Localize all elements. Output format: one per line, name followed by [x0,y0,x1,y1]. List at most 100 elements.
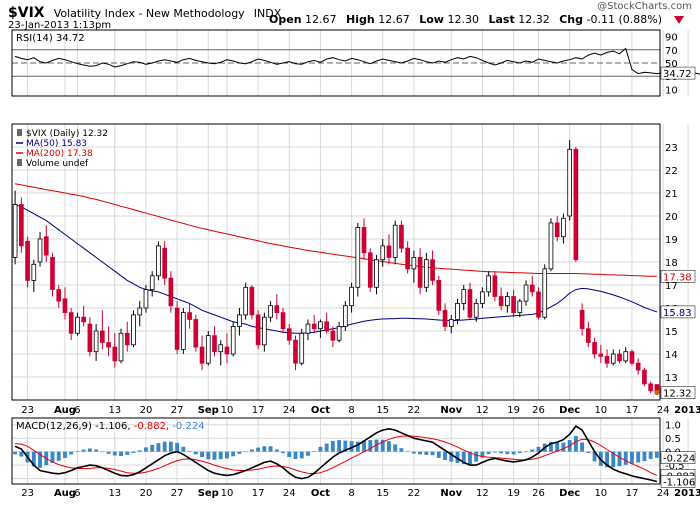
macd-hist-bar-70 [449,451,454,462]
last-value: 12.32 [518,13,550,26]
macd-hist-bar-62 [399,448,404,452]
candle-body-4 [37,238,43,263]
macd-hist-bar-49 [318,446,323,452]
rsi-y-tick-70: 70 [665,46,678,57]
candle-body-64 [411,256,417,270]
candle-body-31 [205,335,211,364]
rsi-last-tag-box [660,66,696,80]
price-legend-3: Volume undef [26,159,89,169]
ma200-line [15,183,657,277]
macd-x-label-19: 10 [594,488,607,499]
open-label: Open [269,13,302,26]
candle-body-13 [93,330,99,353]
candle-body-69 [442,309,448,327]
macd-hist-bar-12 [87,448,92,452]
candle-body-6 [50,256,55,290]
watermark: @StockCharts.com [597,1,692,12]
macd-hist-bar-50 [324,443,329,452]
candle-body-47 [305,323,311,334]
macd-hist-bar-72 [461,451,466,465]
macd-hist-bar-83 [530,449,535,452]
macd-hist-bar-61 [393,444,398,452]
price-x-label-5: 27 [171,405,184,416]
macd-hist-bar-47 [306,451,310,456]
price-x-label-10: Oct [311,405,330,416]
chg-label: Chg [559,13,583,26]
candle-body-32 [212,335,217,353]
exchange: INDX [253,7,282,20]
candle-body-73 [467,289,473,318]
macd-hist-bar-26 [175,442,180,452]
macd-hist-bar-63 [405,451,410,452]
macd-hist-bar-95 [605,451,609,468]
macd-hist-bar-93 [592,451,597,462]
macd-hist-bar-66 [424,451,429,455]
candle-body-88 [561,217,566,238]
macd-hist-bar-86 [549,441,553,452]
candle-body-101 [642,369,647,385]
candle-body-10 [75,316,80,334]
candle-body-16 [112,346,118,362]
candle-body-77 [492,275,498,297]
macd-x-label-13: 22 [408,488,421,499]
macd-hist-bar-101 [642,451,647,462]
candle-body-42 [274,305,280,314]
macd-hist-bar-73 [468,451,472,465]
candle-body-90 [573,148,579,261]
candle-body-23 [156,245,161,277]
macd-x-label-0: 23 [21,488,34,499]
macd-x-label-7: 10 [221,488,234,499]
candle-body-15 [106,342,111,348]
macd-hist-bar-34 [225,451,229,459]
macd-hist-bar-44 [287,451,292,458]
macd-x-label-1: Aug [54,488,76,499]
macd-last-tag-2-label: -1.106 [663,477,695,488]
macd-legend-part-2: -0.882, [134,421,173,432]
macd-hist-bar-39 [256,447,261,452]
candle-body-98 [623,351,629,362]
candle-body-0 [12,204,18,258]
price-x-label-8: 17 [252,405,265,416]
candle-body-55 [355,227,361,288]
candle-body-33 [218,344,224,353]
macd-hist-bar-40 [262,446,267,452]
macd-hist-bar-65 [418,451,423,455]
rsi-y-tick-10: 10 [665,85,678,96]
candle-body-60 [386,245,392,258]
price-y-tick-14: 14 [665,350,678,361]
macd-hist-bar-45 [293,451,298,459]
macd-hist-bar-43 [281,451,285,454]
candle-body-51 [330,330,336,341]
candle-body-86 [548,222,554,270]
macd-hist-bar-42 [274,449,279,452]
macd-hist-bar-57 [368,440,373,452]
rsi-legend: RSI(14) 34.72 [16,33,85,44]
macd-hist-bar-58 [374,439,379,452]
macd-hist-bar-100 [636,451,641,463]
macd-x-label-14: Nov [440,488,462,499]
candle-body-85 [542,268,548,318]
candle-body-50 [324,321,329,332]
price-legend-0: $VIX (Daily) 12.32 [26,129,108,139]
candle-body-29 [193,319,199,348]
price-legend-2: MA(200) 17.38 [26,149,93,159]
macd-x-label-3: 13 [108,488,121,499]
macd-hist-bar-10 [75,451,80,452]
macd-hist-bar-91 [580,442,585,452]
low-label: Low [419,13,444,26]
macd-hist-bar-31 [206,451,211,460]
macd-hist-bar-87 [555,442,560,452]
macd-hist-bar-11 [81,449,86,452]
macd-hist-bar-27 [181,446,186,452]
price-x-label-19: 10 [594,405,607,416]
price-x-label-6: Sep [198,405,219,416]
macd-hist-bar-68 [436,451,441,458]
macd-hist-bar-38 [249,449,254,452]
macd-hist-bar-18 [125,451,130,455]
macd-x-label-5: 27 [171,488,184,499]
candle-body-83 [529,284,535,293]
macd-x-label-16: 19 [507,488,520,499]
high-label: High [346,13,375,26]
macd-hist-bar-22 [150,444,155,452]
price-x-label-13: 22 [408,405,421,416]
